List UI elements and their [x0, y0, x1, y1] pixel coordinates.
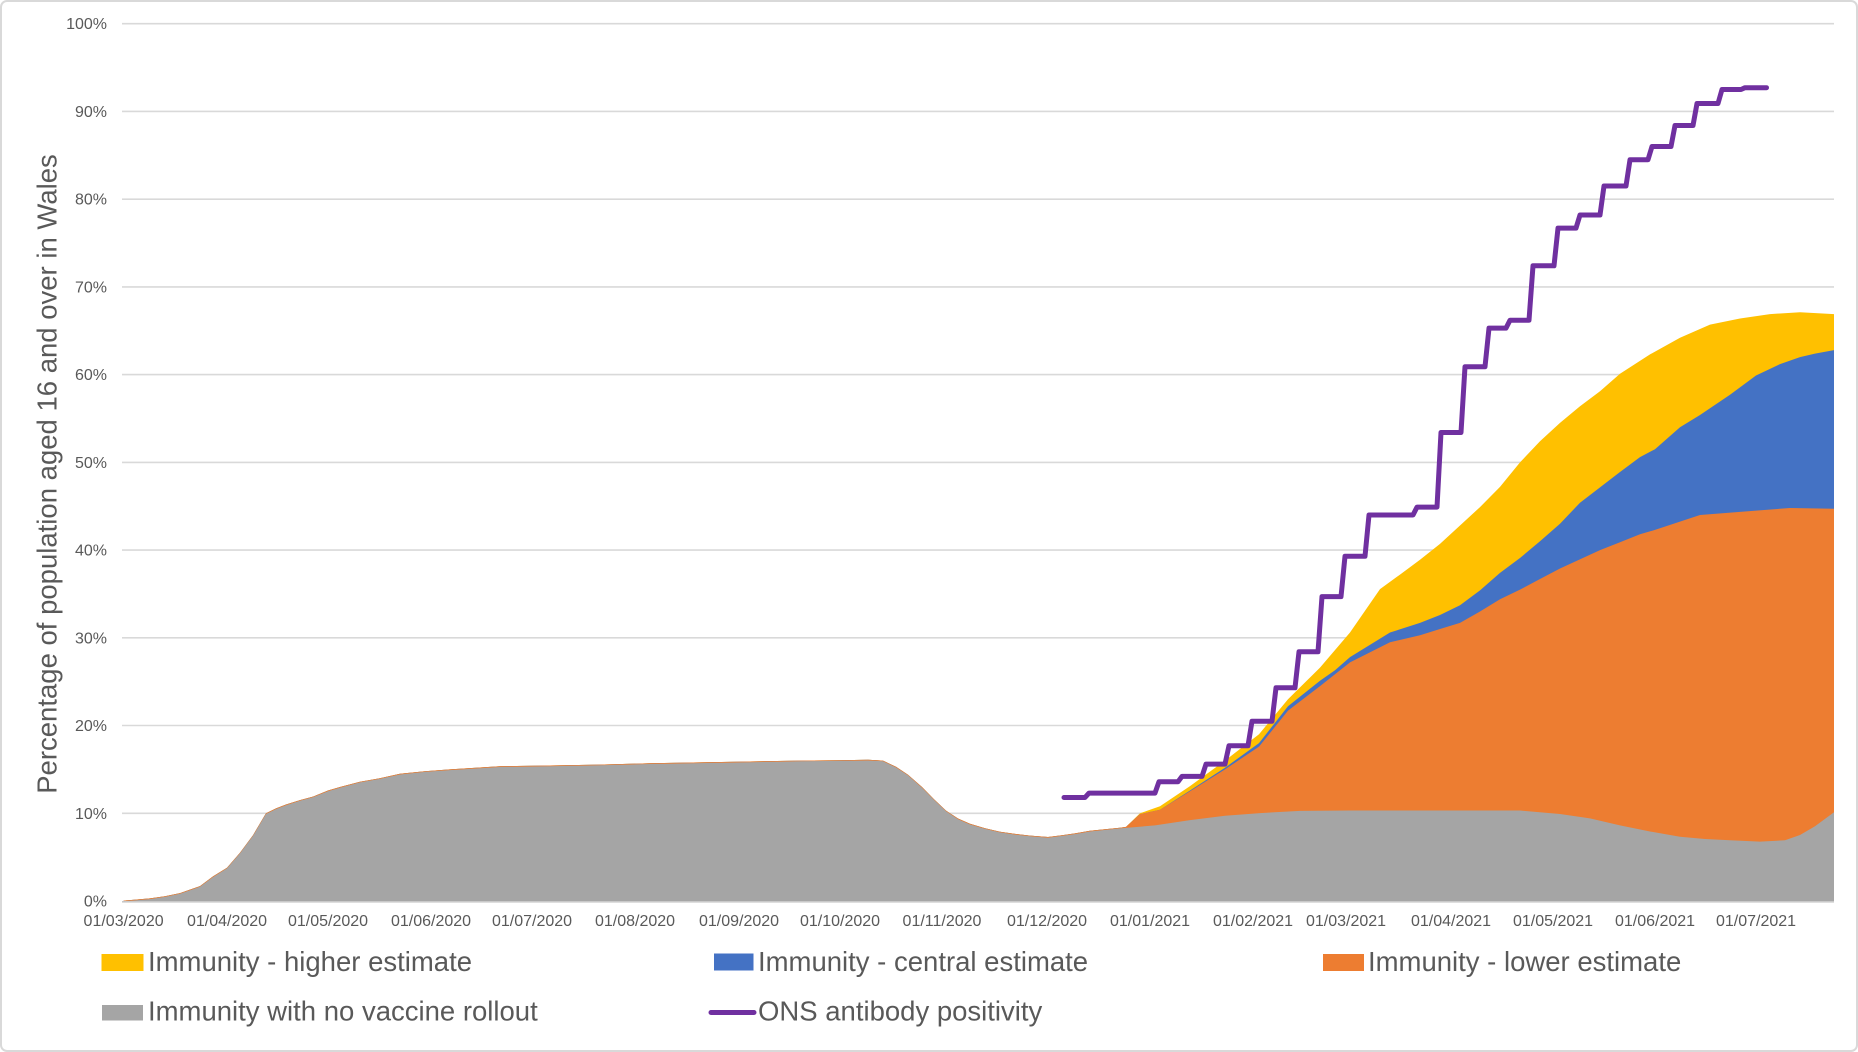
- svg-text:01/03/2020: 01/03/2020: [84, 913, 164, 930]
- svg-text:100%: 100%: [66, 16, 107, 33]
- svg-text:50%: 50%: [75, 455, 107, 472]
- svg-text:Immunity with no vaccine rollo: Immunity with no vaccine rollout: [148, 996, 538, 1027]
- svg-text:Immunity - lower estimate: Immunity - lower estimate: [1368, 946, 1681, 977]
- svg-text:01/05/2020: 01/05/2020: [288, 913, 368, 930]
- svg-text:70%: 70%: [75, 279, 107, 296]
- svg-text:90%: 90%: [75, 104, 107, 121]
- svg-text:40%: 40%: [75, 543, 107, 560]
- svg-text:30%: 30%: [75, 630, 107, 647]
- svg-text:01/10/2020: 01/10/2020: [800, 913, 880, 930]
- svg-text:ONS antibody positivity: ONS antibody positivity: [758, 996, 1043, 1027]
- svg-text:80%: 80%: [75, 192, 107, 209]
- svg-text:01/05/2021: 01/05/2021: [1513, 913, 1593, 930]
- svg-text:01/01/2021: 01/01/2021: [1110, 913, 1190, 930]
- svg-text:Immunity - higher estimate: Immunity - higher estimate: [148, 946, 472, 977]
- svg-text:20%: 20%: [75, 718, 107, 735]
- svg-text:01/09/2020: 01/09/2020: [699, 913, 779, 930]
- svg-text:Immunity - central estimate: Immunity - central estimate: [758, 946, 1088, 977]
- svg-text:01/02/2021: 01/02/2021: [1213, 913, 1293, 930]
- svg-text:01/08/2020: 01/08/2020: [595, 913, 675, 930]
- svg-text:10%: 10%: [75, 806, 107, 823]
- svg-text:01/06/2021: 01/06/2021: [1615, 913, 1695, 930]
- svg-text:Percentage of population aged: Percentage of population aged 16 and ove…: [32, 154, 63, 794]
- svg-text:0%: 0%: [84, 894, 107, 911]
- svg-text:01/11/2020: 01/11/2020: [903, 913, 982, 930]
- svg-text:01/04/2021: 01/04/2021: [1411, 913, 1491, 930]
- svg-text:01/06/2020: 01/06/2020: [391, 913, 471, 930]
- svg-text:60%: 60%: [75, 367, 107, 384]
- svg-text:01/12/2020: 01/12/2020: [1007, 913, 1087, 930]
- svg-text:01/07/2021: 01/07/2021: [1716, 913, 1796, 930]
- svg-text:01/07/2020: 01/07/2020: [492, 913, 572, 930]
- svg-text:01/04/2020: 01/04/2020: [187, 913, 267, 930]
- svg-text:01/03/2021: 01/03/2021: [1306, 913, 1386, 930]
